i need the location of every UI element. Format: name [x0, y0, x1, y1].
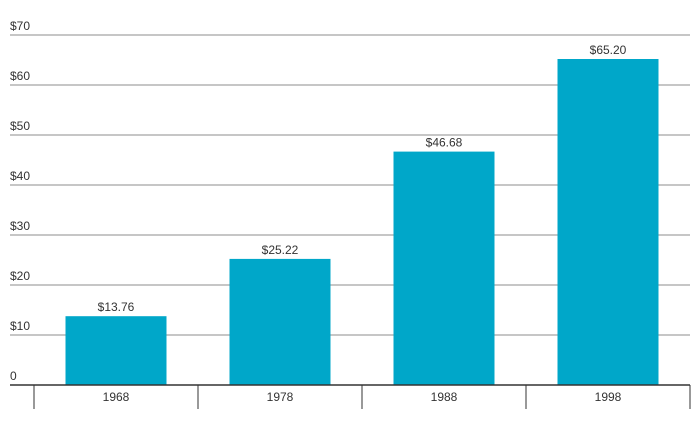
y-tick-label: $20	[10, 269, 30, 283]
bars	[65, 59, 659, 385]
value-label: $13.76	[98, 300, 135, 314]
y-tick-label: $40	[10, 169, 30, 183]
bar-1998	[557, 59, 659, 385]
x-tick-label: 1998	[595, 390, 622, 404]
x-tick-label: 1968	[103, 390, 130, 404]
y-tick-label: $60	[10, 69, 30, 83]
gridlines	[10, 34, 690, 336]
value-label: $25.22	[262, 243, 299, 257]
bar-1968	[65, 316, 167, 385]
y-tick-label: $70	[10, 19, 30, 33]
bar-1988	[393, 151, 495, 385]
y-axis-tick-labels: 0 $10 $20 $30 $40 $50 $60 $70	[10, 19, 30, 383]
y-tick-label: $30	[10, 219, 30, 233]
y-tick-label: 0	[10, 369, 17, 383]
value-label: $46.68	[426, 136, 463, 150]
value-label: $65.20	[590, 43, 627, 57]
y-tick-label: $50	[10, 119, 30, 133]
y-tick-label: $10	[10, 319, 30, 333]
bar-1978	[229, 258, 331, 385]
x-tick-label: 1978	[267, 390, 294, 404]
x-axis: 1968 1978 1988 1998	[10, 384, 691, 409]
value-labels: $13.76 $25.22 $46.68 $65.20	[98, 43, 627, 314]
x-tick-label: 1988	[431, 390, 458, 404]
